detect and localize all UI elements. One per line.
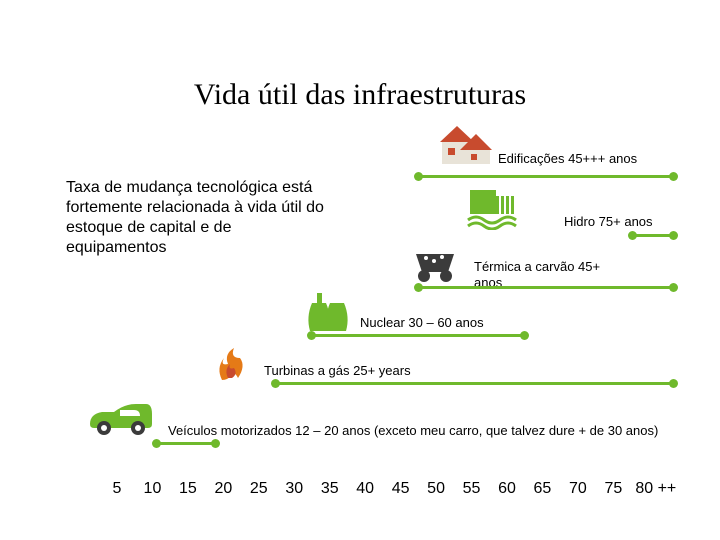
tick: 50 bbox=[419, 480, 453, 498]
axis-ticks: 5 10 15 20 25 30 35 40 45 50 55 60 65 70… bbox=[100, 480, 680, 498]
coal-bar bbox=[418, 286, 674, 289]
tick: 55 bbox=[455, 480, 489, 498]
gas-label: Turbinas a gás 25+ years bbox=[264, 363, 411, 379]
hydro-label: Hidro 75+ anos bbox=[564, 214, 653, 230]
page-title: Vida útil das infraestruturas bbox=[0, 78, 720, 112]
tick: 45 bbox=[384, 480, 418, 498]
tick: 5 bbox=[100, 480, 134, 498]
tick: 60 bbox=[490, 480, 524, 498]
tick: 80 ++ bbox=[632, 480, 680, 498]
tick: 15 bbox=[171, 480, 205, 498]
nuclear-label: Nuclear 30 – 60 anos bbox=[360, 315, 484, 331]
vehicles-bar bbox=[156, 442, 216, 445]
buildings-icon bbox=[432, 120, 494, 173]
tick: 20 bbox=[206, 480, 240, 498]
tick: 10 bbox=[135, 480, 169, 498]
buildings-bar bbox=[418, 175, 674, 178]
gas-bar bbox=[275, 382, 674, 385]
intro-paragraph: Taxa de mudança tecnológica está forteme… bbox=[66, 178, 331, 258]
tick: 75 bbox=[596, 480, 630, 498]
gas-icon bbox=[210, 344, 252, 387]
hydro-bar bbox=[632, 234, 674, 237]
tick: 30 bbox=[277, 480, 311, 498]
vehicles-label: Veículos motorizados 12 – 20 anos (excet… bbox=[168, 423, 688, 439]
tick: 35 bbox=[313, 480, 347, 498]
tick: 40 bbox=[348, 480, 382, 498]
nuclear-bar bbox=[311, 334, 525, 337]
buildings-label: Edificações 45+++ anos bbox=[498, 151, 637, 167]
tick: 70 bbox=[561, 480, 595, 498]
tick: 25 bbox=[242, 480, 276, 498]
hydro-icon bbox=[466, 186, 520, 235]
vehicle-icon bbox=[84, 400, 156, 443]
tick: 65 bbox=[525, 480, 559, 498]
